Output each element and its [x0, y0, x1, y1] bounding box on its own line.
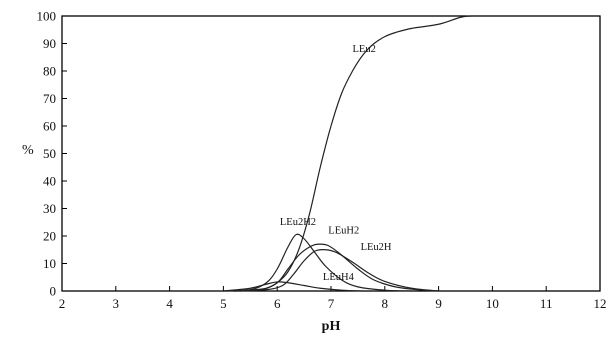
- y-tick-label: 0: [50, 284, 57, 299]
- y-tick-label: 60: [43, 119, 56, 134]
- y-tick-label: 40: [43, 174, 56, 189]
- series-line-leuh4: [223, 281, 364, 292]
- x-tick-label: 4: [166, 296, 173, 311]
- series-label-leu2h2: LEu2H2: [280, 217, 316, 228]
- x-tick-label: 10: [486, 296, 499, 311]
- x-axis-title: pH: [322, 319, 341, 333]
- y-axis-title: %: [22, 143, 34, 158]
- series-line-leu2h2: [223, 233, 412, 292]
- x-tick-label: 7: [328, 296, 335, 311]
- x-tick-label: 11: [540, 296, 553, 311]
- x-tick-label: 12: [594, 296, 607, 311]
- series-label-leu2: LEu2: [353, 44, 376, 55]
- series-label-leu2h: LEu2H: [361, 242, 392, 253]
- series-line-leu2h: [239, 249, 439, 292]
- x-tick-label: 6: [274, 296, 281, 311]
- x-tick-label: 8: [382, 296, 389, 311]
- series-label-leuh4: LEuH4: [323, 272, 355, 283]
- y-tick-label: 20: [43, 229, 56, 244]
- y-tick-label: 10: [43, 256, 56, 271]
- y-tick-label: 30: [43, 201, 56, 216]
- x-tick-label: 5: [220, 296, 227, 311]
- x-tick-label: 3: [113, 296, 120, 311]
- y-tick-label: 50: [43, 146, 56, 161]
- series-line-leu2: [234, 15, 471, 292]
- y-tick-label: 70: [43, 91, 56, 106]
- x-tick-label: 9: [435, 296, 442, 311]
- y-tick-label: 80: [43, 64, 56, 79]
- series-label-leuh2: LEuH2: [328, 225, 359, 236]
- y-tick-label: 90: [43, 36, 56, 51]
- y-tick-label: 100: [37, 9, 57, 24]
- plot-area-frame: [61, 15, 601, 292]
- x-tick-label: 2: [59, 296, 66, 311]
